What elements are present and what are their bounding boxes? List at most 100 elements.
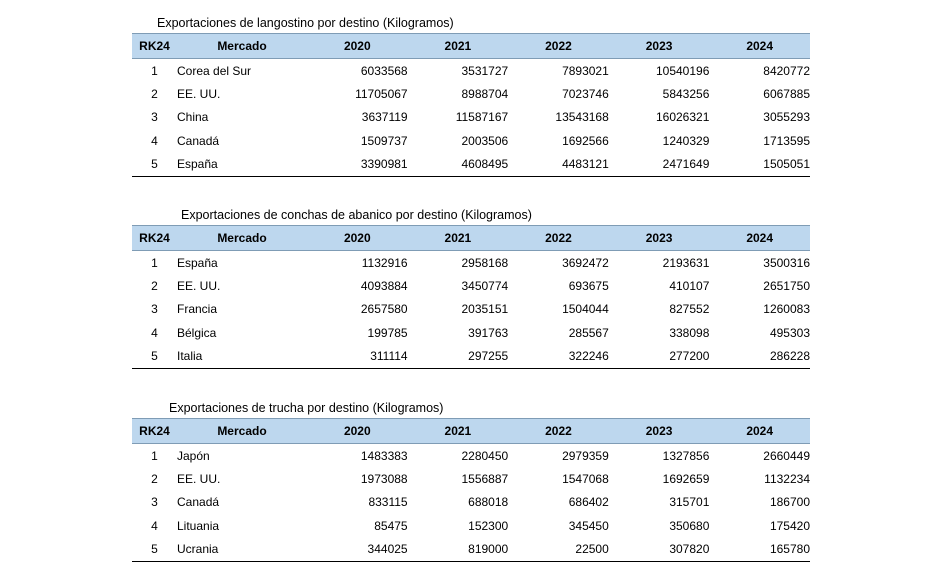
table-header-row: RK24 Mercado 2020 2021 2022 2023 2024 (132, 418, 810, 444)
rank-cell: 4 (151, 326, 158, 341)
table-caption: Exportaciones de langostino por destino … (157, 16, 454, 30)
value-cell: 1505051 (709, 152, 810, 177)
value-cell: 1556887 (461, 471, 509, 486)
table-row: 4 Bélgica 199785 391763 285567 338098 49… (132, 321, 810, 345)
value-cell: 344025 (307, 537, 408, 562)
value-cell: 410107 (669, 278, 710, 293)
value-cell: 1713595 (763, 134, 810, 149)
table-header-row: RK24 Mercado 2020 2021 2022 2023 2024 (132, 225, 810, 251)
table-caption: Exportaciones de conchas de abanico por … (181, 208, 532, 222)
value-cell: 2660449 (763, 448, 810, 463)
value-cell: 2471649 (608, 152, 710, 177)
value-cell: 322246 (508, 344, 609, 369)
rank-cell: 4 (151, 134, 158, 149)
value-cell: 2958168 (461, 255, 509, 270)
value-cell: 2035151 (461, 302, 509, 317)
market-cell: Lituania (177, 519, 220, 534)
table-row: 5 Italia 311114 297255 322246 277200 286… (132, 344, 810, 369)
value-cell: 391763 (468, 326, 509, 341)
value-cell: 8420772 (763, 63, 810, 78)
value-cell: 1132916 (361, 255, 408, 270)
value-cell: 345450 (568, 519, 609, 534)
table-row: 3 China 3637119 11587167 13543168 160263… (132, 106, 810, 130)
value-cell: 1260083 (763, 302, 810, 317)
rank-cell: 1 (151, 63, 158, 78)
column-header-rank: RK24 (132, 225, 177, 251)
column-header-year: 2021 (407, 418, 509, 444)
column-header-year: 2023 (608, 33, 710, 59)
value-cell: 350680 (669, 519, 710, 534)
value-cell: 2651750 (763, 278, 810, 293)
value-cell: 4483121 (508, 152, 609, 177)
value-cell: 3055293 (763, 110, 810, 125)
value-cell: 1692566 (562, 134, 609, 149)
value-cell: 833115 (368, 495, 408, 510)
value-cell: 693675 (568, 278, 609, 293)
rank-cell: 5 (132, 152, 177, 177)
column-header-year: 2020 (307, 418, 408, 444)
table-row: 1 Corea del Sur 6033568 3531727 7893021 … (132, 59, 810, 83)
value-cell: 1504044 (562, 302, 609, 317)
rank-cell: 2 (151, 278, 158, 293)
table-row: 1 España 1132916 2958168 3692472 2193631… (132, 251, 810, 275)
market-cell: Canadá (177, 134, 220, 149)
column-header-year: 2023 (608, 225, 710, 251)
market-cell: España (177, 255, 218, 270)
value-cell: 22500 (508, 537, 609, 562)
value-cell: 4608495 (407, 152, 509, 177)
value-cell: 1240329 (662, 134, 710, 149)
table-row: 3 Canadá 833115 688018 686402 315701 186… (132, 491, 810, 515)
column-header-market: Mercado (177, 418, 307, 444)
value-cell: 5843256 (662, 86, 710, 101)
rank-cell: 3 (151, 110, 158, 125)
rank-cell: 5 (132, 537, 177, 562)
rank-cell: 2 (151, 471, 158, 486)
column-header-year: 2024 (709, 418, 810, 444)
value-cell: 1692659 (662, 471, 710, 486)
value-cell: 175420 (769, 519, 810, 534)
value-cell: 165780 (709, 537, 810, 562)
column-header-year: 2024 (709, 33, 810, 59)
market-cell: Canadá (177, 495, 220, 510)
table-row: 3 Francia 2657580 2035151 1504044 827552… (132, 298, 810, 322)
rank-cell: 2 (151, 86, 158, 101)
value-cell: 7023746 (562, 86, 609, 101)
value-cell: 1547068 (562, 471, 609, 486)
value-cell: 3390981 (307, 152, 408, 177)
value-cell: 7893021 (562, 63, 609, 78)
market-cell: EE. UU. (177, 278, 221, 293)
rank-cell: 1 (151, 255, 158, 270)
column-header-year: 2020 (307, 225, 408, 251)
column-header-rank: RK24 (132, 418, 177, 444)
column-header-year: 2021 (407, 33, 509, 59)
rank-cell: 1 (151, 448, 158, 463)
market-cell: EE. UU. (177, 86, 221, 101)
value-cell: 688018 (468, 495, 509, 510)
table-row: 2 EE. UU. 4093884 3450774 693675 410107 … (132, 274, 810, 298)
market-cell: Italia (177, 344, 307, 369)
value-cell: 152300 (468, 519, 509, 534)
market-cell: Corea del Sur (177, 63, 252, 78)
column-header-market: Mercado (177, 33, 307, 59)
value-cell: 85475 (374, 519, 408, 534)
value-cell: 3500316 (763, 255, 810, 270)
column-header-year: 2020 (307, 33, 408, 59)
value-cell: 3637119 (361, 110, 408, 125)
export-table-trucha: RK24 Mercado 2020 2021 2022 2023 2024 1 … (132, 418, 810, 562)
table-header-row: RK24 Mercado 2020 2021 2022 2023 2024 (132, 33, 810, 59)
table-row: 2 EE. UU. 1973088 1556887 1547068 169265… (132, 467, 810, 491)
value-cell: 338098 (669, 326, 710, 341)
value-cell: 3531727 (461, 63, 509, 78)
column-header-year: 2024 (709, 225, 810, 251)
value-cell: 827552 (669, 302, 710, 317)
table-caption: Exportaciones de trucha por destino (Kil… (169, 401, 444, 415)
value-cell: 1483383 (360, 448, 408, 463)
rank-cell: 5 (132, 344, 177, 369)
market-cell: Ucrania (177, 537, 307, 562)
value-cell: 3450774 (461, 278, 509, 293)
value-cell: 307820 (608, 537, 710, 562)
table-row: 5 Ucrania 344025 819000 22500 307820 165… (132, 537, 810, 562)
table-row: 5 España 3390981 4608495 4483121 2471649… (132, 152, 810, 177)
value-cell: 286228 (709, 344, 810, 369)
value-cell: 16026321 (655, 110, 710, 125)
